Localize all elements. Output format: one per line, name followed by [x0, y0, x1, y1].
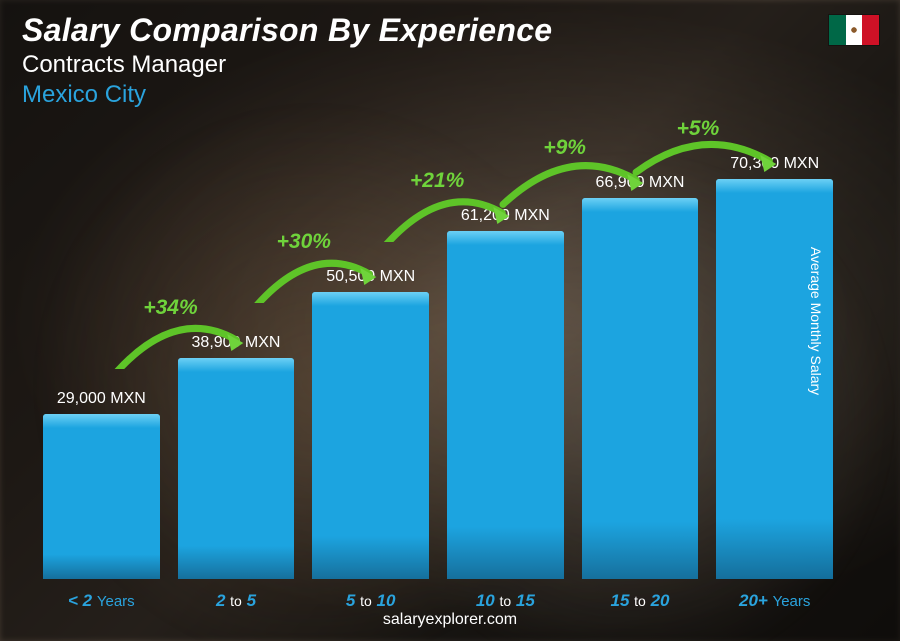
- bar: [312, 292, 429, 579]
- flag-emblem: [849, 25, 859, 35]
- bar-x-label: 20+ Years: [739, 591, 810, 611]
- flag-stripe-white: [846, 15, 863, 45]
- bar-x-label: 10 to 15: [476, 591, 535, 611]
- bar-value-label: 38,900 MXN: [192, 334, 281, 352]
- bar-value-label: 29,000 MXN: [57, 390, 146, 408]
- title-location: Mexico City: [22, 81, 552, 109]
- increase-pct-label: +30%: [277, 230, 331, 254]
- mexico-flag: [828, 14, 880, 46]
- increase-pct-label: +5%: [677, 117, 720, 141]
- bar-x-label: < 2 Years: [68, 591, 135, 611]
- bar: [43, 414, 160, 579]
- flag-stripe-green: [829, 15, 846, 45]
- bar-value-label: 50,500 MXN: [326, 268, 415, 286]
- bar: [582, 198, 699, 579]
- bar-x-label: 2 to 5: [216, 591, 256, 611]
- bar-top-highlight: [716, 179, 833, 193]
- title-job: Contracts Manager: [22, 51, 552, 79]
- title-main: Salary Comparison By Experience: [22, 12, 552, 49]
- bar-slot: 38,900 MXN2 to 5: [173, 120, 300, 579]
- title-block: Salary Comparison By Experience Contract…: [22, 12, 552, 109]
- bar: [447, 231, 564, 579]
- bar-top-highlight: [582, 198, 699, 212]
- bar-value-label: 70,300 MXN: [730, 155, 819, 173]
- bar-value-label: 61,200 MXN: [461, 207, 550, 225]
- increase-pct-label: +9%: [543, 136, 586, 160]
- y-axis-label: Average Monthly Salary: [808, 246, 824, 394]
- bar: [178, 358, 295, 579]
- chart-container: Salary Comparison By Experience Contract…: [0, 0, 900, 641]
- footer-attribution: salaryexplorer.com: [0, 611, 900, 629]
- increase-pct-label: +34%: [143, 296, 197, 320]
- bar-slot: 66,900 MXN15 to 20: [577, 120, 704, 579]
- bar-top-highlight: [178, 358, 295, 372]
- bar-slot: 29,000 MXN< 2 Years: [38, 120, 165, 579]
- bar-top-highlight: [447, 231, 564, 245]
- bar-top-highlight: [312, 292, 429, 306]
- bar-value-label: 66,900 MXN: [596, 174, 685, 192]
- bar-top-highlight: [43, 414, 160, 428]
- bar-x-label: 5 to 10: [346, 591, 396, 611]
- bar-x-label: 15 to 20: [611, 591, 670, 611]
- increase-pct-label: +21%: [410, 169, 464, 193]
- flag-stripe-red: [862, 15, 879, 45]
